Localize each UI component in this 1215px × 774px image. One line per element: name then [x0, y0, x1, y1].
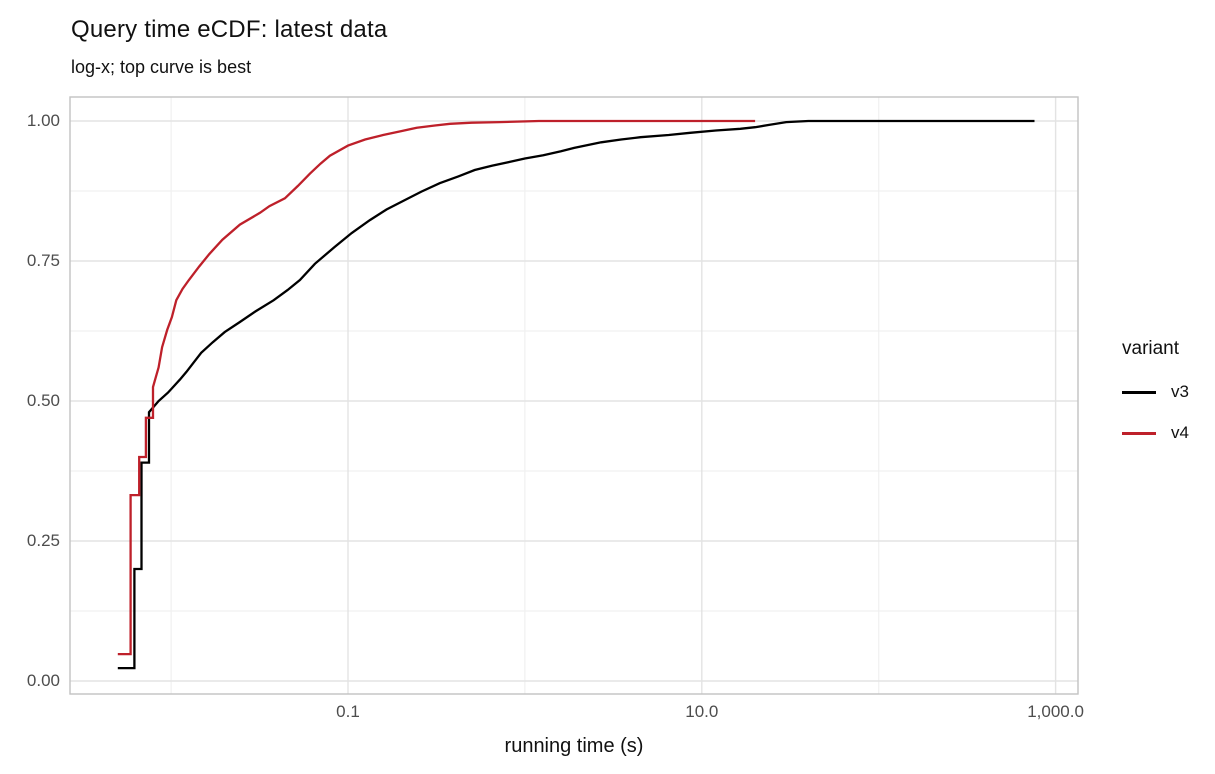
x-tick-label: 10.0 [685, 702, 719, 721]
legend-key-line-v3 [1122, 390, 1156, 394]
legend-title: variant [1122, 338, 1180, 359]
y-tick-label: 1.00 [26, 111, 60, 130]
legend-entry-v3: v3 [1122, 382, 1189, 402]
legend-key-line-v4 [1122, 431, 1156, 435]
panel-border [69, 96, 1079, 695]
chart-subtitle: log-x; top curve is best [71, 57, 252, 77]
legend-entry-v4: v4 [1122, 423, 1189, 443]
y-tick-label: 0.00 [26, 671, 60, 690]
series-v4-curve [117, 119, 756, 656]
series-v3-curve [117, 119, 1035, 670]
legend: variant v3 v4 [1122, 338, 1189, 464]
x-tick-label: 1,000.0 [1027, 702, 1084, 721]
chart-title: Query time eCDF: latest data [71, 16, 388, 43]
x-tick-label: 0.1 [336, 702, 360, 721]
legend-entry-label-v4: v4 [1171, 423, 1189, 442]
x-axis-title: running time (s) [504, 735, 644, 757]
plot-panel [70, 97, 1078, 694]
legend-entry-label-v3: v3 [1171, 382, 1189, 401]
y-tick-label: 0.25 [26, 531, 60, 550]
y-tick-label: 0.50 [26, 391, 60, 410]
y-tick-label: 0.75 [26, 251, 60, 270]
